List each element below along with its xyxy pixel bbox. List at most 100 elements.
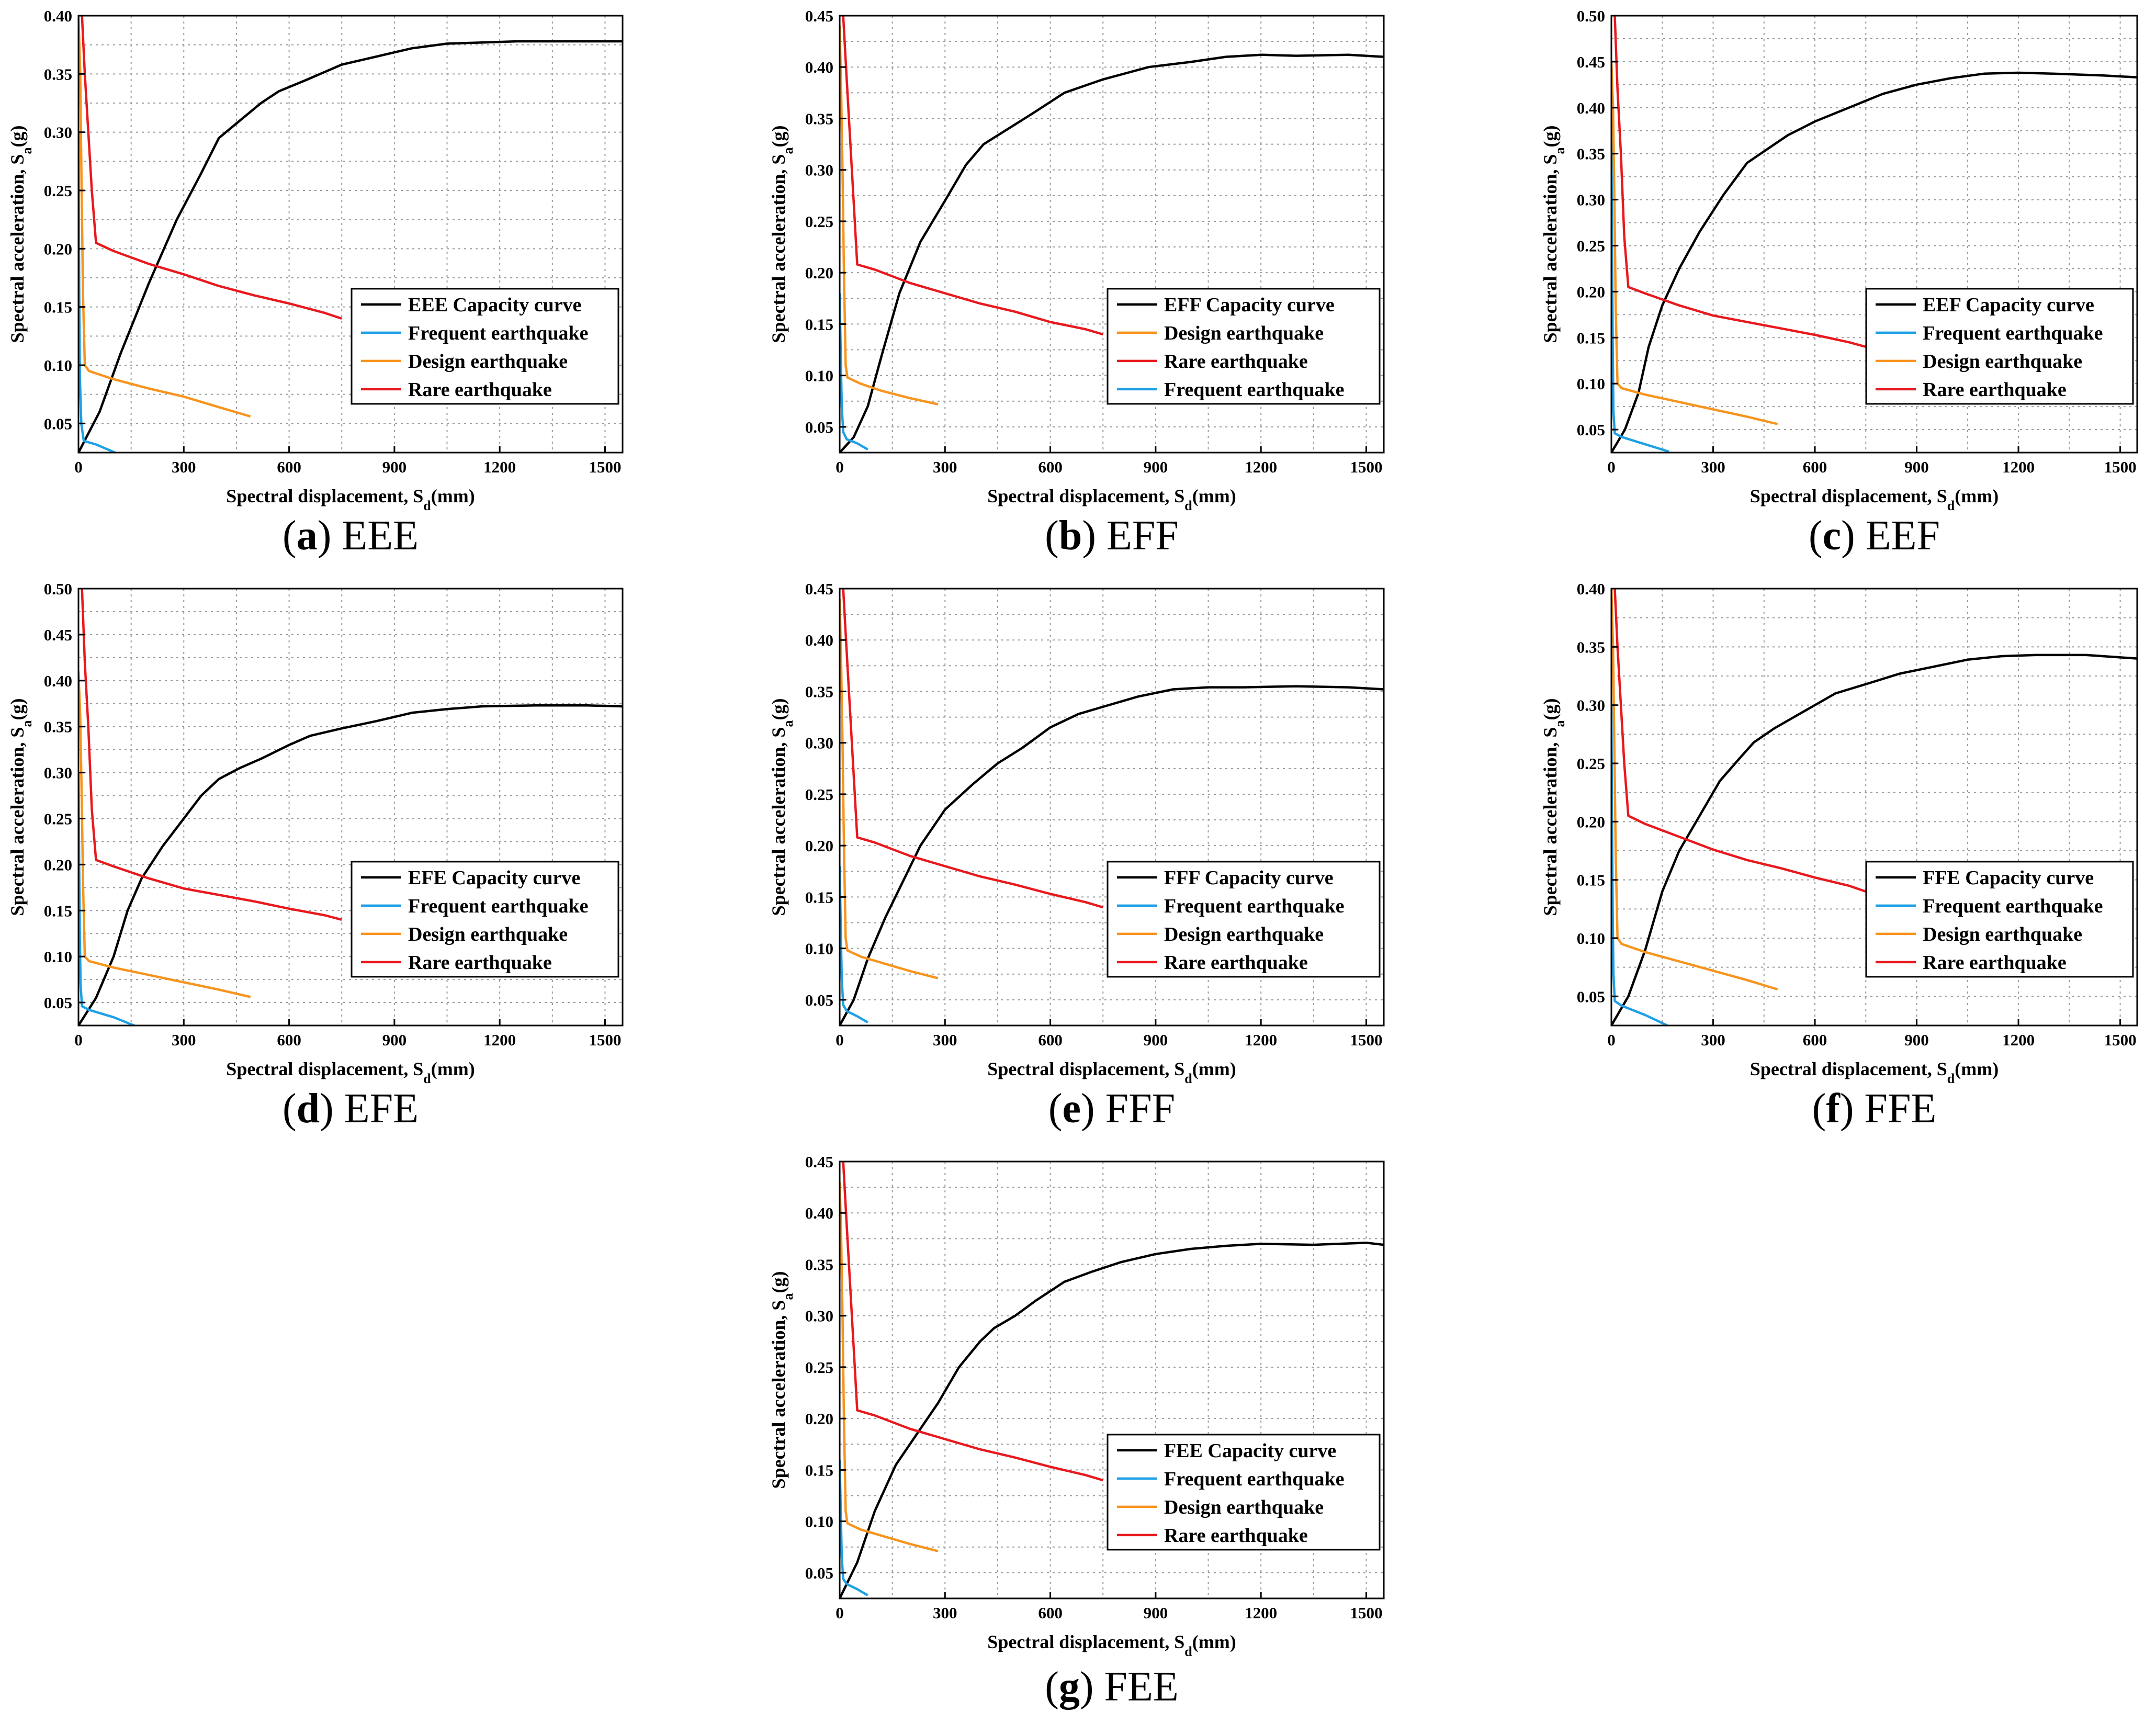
chart-c-xtick-label: 1500 bbox=[2104, 458, 2137, 476]
chart-b-ytick-label: 0.45 bbox=[805, 7, 833, 25]
chart-g-series-line-3 bbox=[842, 1162, 1103, 1482]
chart-d-ytick-label: 0.05 bbox=[44, 994, 72, 1012]
chart-f-xlabel-sub: d bbox=[1947, 1071, 1955, 1086]
chart-b-xlabel-tail: (mm) bbox=[1192, 486, 1236, 506]
chart-c-xlabel-sub: d bbox=[1947, 498, 1955, 513]
chart-d-xlabel: Spectral displacement, Sd(mm) bbox=[226, 1058, 475, 1086]
chart-d-ylabel-tail: (g) bbox=[7, 698, 28, 720]
chart-b-xtick-label: 300 bbox=[933, 458, 957, 476]
chart-g-legend-box bbox=[1107, 1434, 1381, 1551]
chart-c-xtick-label: 600 bbox=[1803, 458, 1827, 476]
chart-b-ytick-label: 0.25 bbox=[805, 212, 833, 231]
chart-f-ytick-label: 0.40 bbox=[1577, 580, 1605, 598]
chart-panel-f: 0 300 600 900 1200 1500 0.05 0.10 0.15 0.20 0.25 0.… bbox=[1540, 580, 2138, 1132]
chart-g-xtick-label: 1200 bbox=[1245, 1604, 1277, 1622]
chart-b-ytick-label: 0.15 bbox=[805, 315, 833, 333]
chart-g-xlabel-tail: (mm) bbox=[1192, 1631, 1236, 1652]
chart-e-legend: FFF Capacity curve Frequent earthquake Des… bbox=[1107, 861, 1381, 978]
chart-a-ylabel: Spectral acceleration, Sa(g) bbox=[7, 126, 35, 343]
chart-e-caption: (e) FFF bbox=[1048, 1086, 1175, 1132]
chart-g-ylabel-main: Spectral acceleration, S bbox=[768, 1300, 789, 1489]
chart-c-xlabel-main: Spectral displacement, S bbox=[1750, 486, 1947, 506]
chart-a-ytick-label: 0.05 bbox=[44, 414, 72, 433]
chart-a-legend-label-0: EEE Capacity curve bbox=[408, 294, 581, 316]
chart-d-plot-frame bbox=[77, 588, 624, 1027]
chart-g-ytick-label: 0.30 bbox=[805, 1307, 833, 1325]
chart-g-xtick-label: 0 bbox=[836, 1604, 844, 1622]
chart-f-caption-close: ) bbox=[1840, 1086, 1865, 1132]
chart-c-ytick-label: 0.40 bbox=[1577, 99, 1605, 117]
chart-f-caption-name: FFE bbox=[1865, 1086, 1937, 1132]
chart-a-ytick-label: 0.20 bbox=[44, 240, 72, 258]
chart-a-xtick-label: 300 bbox=[172, 458, 196, 476]
chart-f-series-line-3 bbox=[1613, 589, 1867, 893]
chart-e-ytick-label: 0.15 bbox=[805, 888, 833, 906]
chart-f-ytick-label: 0.05 bbox=[1577, 987, 1605, 1006]
chart-b-ylabel-main: Spectral acceleration, S bbox=[768, 154, 789, 343]
chart-b-caption-open: ( bbox=[1045, 513, 1059, 559]
chart-c-legend-label-3: Rare earthquake bbox=[1923, 379, 2067, 401]
chart-e-xlabel: Spectral displacement, Sd(mm) bbox=[987, 1058, 1236, 1086]
chart-a-caption-name: EEE bbox=[342, 513, 419, 559]
chart-d-ytick-label: 0.20 bbox=[44, 855, 72, 874]
chart-f-ylabel-sub: a bbox=[1552, 720, 1567, 727]
chart-f-legend-label-3: Rare earthquake bbox=[1923, 952, 2067, 974]
chart-c-ylabel-main: Spectral acceleration, S bbox=[1540, 154, 1561, 343]
chart-panel-d: 0 300 600 900 1200 1500 0.05 0.10 0.15 0.20 0.25 0.… bbox=[7, 580, 624, 1132]
chart-g-caption: (g) FEE bbox=[1045, 1664, 1179, 1710]
chart-e-xtick-label: 900 bbox=[1144, 1031, 1168, 1049]
chart-e-xtick-label: 0 bbox=[836, 1031, 844, 1049]
chart-g-ytick-label: 0.25 bbox=[805, 1358, 833, 1377]
chart-c-xtick-label: 0 bbox=[1607, 458, 1616, 476]
chart-b-caption-letter: b bbox=[1059, 513, 1082, 559]
chart-e-caption-close: ) bbox=[1081, 1086, 1105, 1132]
chart-g-ytick-label: 0.35 bbox=[805, 1255, 833, 1274]
chart-d-series-line-0 bbox=[78, 704, 623, 1026]
chart-d-ytick-label: 0.40 bbox=[44, 672, 72, 690]
chart-f-series-line-0 bbox=[1611, 653, 2137, 1026]
chart-g-xtick-label: 1500 bbox=[1350, 1604, 1382, 1622]
chart-f-legend-label-1: Frequent earthquake bbox=[1923, 895, 2103, 917]
chart-f-series-line-2 bbox=[1611, 589, 1778, 991]
chart-f-xtick-label: 600 bbox=[1803, 1031, 1827, 1049]
chart-c-series-line-3 bbox=[1613, 16, 1866, 348]
chart-e-series-line-2 bbox=[840, 599, 939, 979]
chart-c-legend-box bbox=[1865, 288, 2134, 405]
chart-f-xlabel: Spectral displacement, Sd(mm) bbox=[1750, 1058, 1999, 1086]
chart-e-caption-open: ( bbox=[1048, 1086, 1063, 1132]
chart-e-ytick-label: 0.45 bbox=[805, 580, 833, 598]
chart-f-ytick-label: 0.30 bbox=[1577, 696, 1605, 715]
chart-d-xtick-label: 1500 bbox=[589, 1031, 621, 1049]
chart-b-xtick-label: 600 bbox=[1038, 458, 1063, 476]
chart-e-legend-label-3: Rare earthquake bbox=[1164, 952, 1308, 974]
chart-a-plot-frame bbox=[77, 15, 624, 454]
chart-a-xlabel-tail: (mm) bbox=[431, 486, 475, 506]
chart-c-legend-label-1: Frequent earthquake bbox=[1923, 322, 2103, 344]
chart-b-ytick-label: 0.40 bbox=[805, 58, 833, 76]
chart-e-xlabel-sub: d bbox=[1184, 1071, 1192, 1086]
chart-d-caption-letter: d bbox=[297, 1086, 320, 1132]
chart-d-xtick-label: 1200 bbox=[483, 1031, 516, 1049]
chart-b-series-line-1 bbox=[840, 26, 939, 405]
chart-b-series-line-0 bbox=[840, 53, 1384, 453]
chart-b-legend-label-1: Design earthquake bbox=[1164, 322, 1324, 344]
chart-b-legend-box bbox=[1107, 288, 1381, 405]
chart-e-ytick-label: 0.20 bbox=[805, 837, 833, 855]
chart-b-caption: (b) EFF bbox=[1045, 513, 1179, 559]
chart-d-ylabel-main: Spectral acceleration, S bbox=[7, 727, 28, 916]
chart-f-series-line-1 bbox=[1611, 705, 1668, 1026]
chart-b-legend-label-2: Rare earthquake bbox=[1164, 351, 1308, 373]
chart-d-legend-label-0: EFE Capacity curve bbox=[408, 867, 580, 889]
chart-panel-e: 0 300 600 900 1200 1500 0.05 0.10 0.15 0.20 0.25 0.… bbox=[768, 580, 1385, 1132]
chart-a-xtick-label: 0 bbox=[74, 458, 83, 476]
chart-e-legend-label-0: FFF Capacity curve bbox=[1164, 867, 1334, 889]
chart-a-xtick-label: 600 bbox=[277, 458, 301, 476]
chart-g-xtick-label: 600 bbox=[1038, 1604, 1063, 1622]
chart-g-xlabel-sub: d bbox=[1184, 1644, 1192, 1659]
chart-g-caption-close: ) bbox=[1080, 1664, 1104, 1710]
chart-d-ytick-label: 0.15 bbox=[44, 902, 72, 920]
chart-a-xlabel-sub: d bbox=[423, 498, 431, 513]
chart-a-legend-box bbox=[351, 288, 619, 405]
chart-a-ylabel-tail: (g) bbox=[7, 126, 28, 148]
chart-a-legend-label-3: Rare earthquake bbox=[408, 379, 552, 401]
